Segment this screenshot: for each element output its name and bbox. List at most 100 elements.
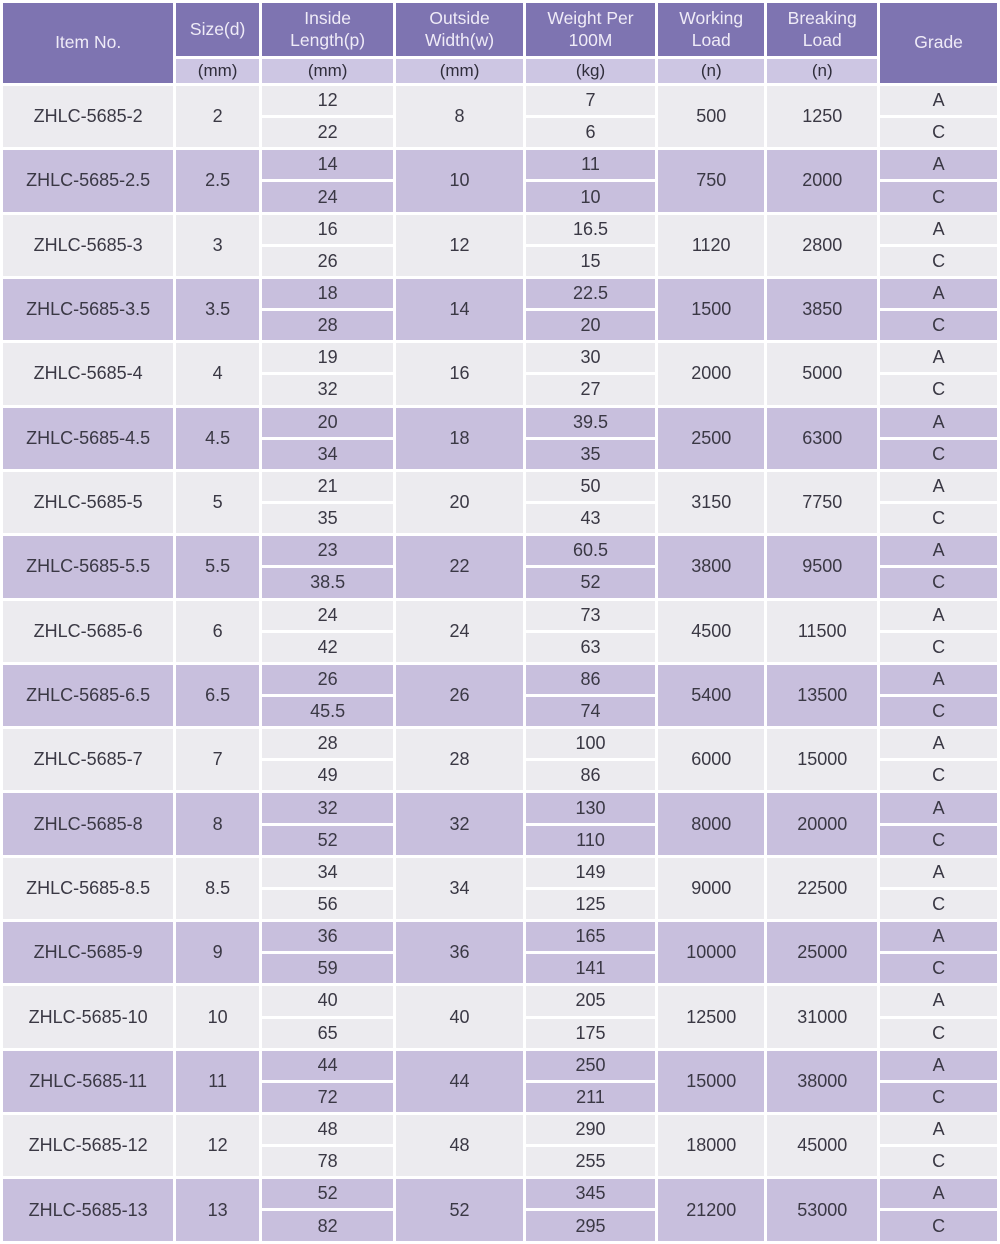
units-row: (mm) (mm) (mm) (kg) (n) (n) <box>3 59 997 83</box>
spec-row-bottom: 56 125 C <box>3 889 997 920</box>
grade-cell: A <box>880 471 997 502</box>
grade-cell: A <box>880 986 997 1016</box>
grade-cell: A <box>880 857 997 887</box>
unit-working-load: (n) <box>658 59 765 83</box>
size-cell: 5.5 <box>176 536 259 598</box>
spec-row-top: ZHLC-5685-8 8 32 32 130 8000 20000 A <box>3 793 997 855</box>
size-cell: 10 <box>176 986 259 1048</box>
inside-length-cell: 28 <box>261 311 394 341</box>
grade-cell: A <box>880 278 997 309</box>
grade-cell: A <box>880 150 997 180</box>
weight-cell: 86 <box>525 761 656 791</box>
size-cell: 2 <box>176 86 259 148</box>
spec-row-top: ZHLC-5685-4 4 19 16 30 2000 5000 A <box>3 343 997 405</box>
unit-breaking-load: (n) <box>767 59 878 83</box>
inside-length-cell: 32 <box>261 375 394 405</box>
grade-cell: A <box>880 536 997 566</box>
outside-width-cell: 52 <box>396 1179 523 1241</box>
breaking-load-cell: 2000 <box>767 150 878 212</box>
size-cell: 4.5 <box>176 407 259 469</box>
breaking-load-cell: 11500 <box>767 600 878 662</box>
outside-width-cell: 12 <box>396 214 523 276</box>
item-no-cell: ZHLC-5685-4.5 <box>3 407 174 469</box>
inside-length-cell: 21 <box>261 471 394 502</box>
outside-width-cell: 40 <box>396 986 523 1048</box>
inside-length-cell: 59 <box>261 954 394 984</box>
inside-length-cell: 24 <box>261 182 394 212</box>
grade-cell: A <box>880 343 997 373</box>
weight-cell: 52 <box>525 568 656 598</box>
weight-cell: 22.5 <box>525 278 656 309</box>
item-no-cell: ZHLC-5685-9 <box>3 922 174 984</box>
weight-cell: 43 <box>525 504 656 534</box>
inside-length-cell: 40 <box>261 986 394 1016</box>
spec-row-bottom: 35 43 C <box>3 504 997 534</box>
size-cell: 4 <box>176 343 259 405</box>
outside-width-cell: 20 <box>396 471 523 534</box>
size-cell: 6 <box>176 600 259 662</box>
item-no-cell: ZHLC-5685-11 <box>3 1050 174 1112</box>
grade-cell: A <box>880 214 997 244</box>
item-no-cell: ZHLC-5685-8.5 <box>3 857 174 920</box>
size-cell: 11 <box>176 1050 259 1112</box>
weight-cell: 205 <box>525 986 656 1016</box>
item-no-cell: ZHLC-5685-2.5 <box>3 150 174 212</box>
outside-width-cell: 22 <box>396 536 523 598</box>
inside-length-cell: 20 <box>261 407 394 437</box>
grade-cell: C <box>880 568 997 598</box>
spec-row-top: ZHLC-5685-7 7 28 28 100 6000 15000 A <box>3 729 997 791</box>
outside-width-cell: 34 <box>396 857 523 920</box>
inside-length-cell: 16 <box>261 214 394 244</box>
spec-row-top: ZHLC-5685-5 5 21 20 50 3150 7750 A <box>3 471 997 534</box>
item-no-cell: ZHLC-5685-4 <box>3 343 174 405</box>
spec-row-top: ZHLC-5685-2.5 2.5 14 10 11 750 2000 A <box>3 150 997 212</box>
spec-row-bottom: 65 175 C <box>3 1018 997 1048</box>
inside-length-cell: 32 <box>261 793 394 823</box>
outside-width-cell: 18 <box>396 407 523 469</box>
outside-width-cell: 8 <box>396 86 523 148</box>
header-outside-width: Outside Width(w) <box>396 3 523 56</box>
working-load-cell: 1500 <box>658 278 765 341</box>
weight-cell: 255 <box>525 1147 656 1177</box>
grade-cell: C <box>880 1211 997 1241</box>
size-cell: 2.5 <box>176 150 259 212</box>
item-no-cell: ZHLC-5685-7 <box>3 729 174 791</box>
item-no-cell: ZHLC-5685-3.5 <box>3 278 174 341</box>
outside-width-cell: 10 <box>396 150 523 212</box>
spec-row-bottom: 82 295 C <box>3 1211 997 1241</box>
inside-length-cell: 34 <box>261 439 394 469</box>
grade-cell: C <box>880 375 997 405</box>
grade-cell: C <box>880 439 997 469</box>
spec-row-bottom: 32 27 C <box>3 375 997 405</box>
grade-cell: C <box>880 504 997 534</box>
header-inside-length: Inside Length(p) <box>261 3 394 56</box>
inside-length-cell: 52 <box>261 825 394 855</box>
breaking-load-cell: 3850 <box>767 278 878 341</box>
inside-length-cell: 56 <box>261 889 394 920</box>
size-cell: 9 <box>176 922 259 984</box>
inside-length-cell: 26 <box>261 664 394 694</box>
working-load-cell: 18000 <box>658 1115 765 1177</box>
grade-cell: A <box>880 1179 997 1209</box>
weight-cell: 175 <box>525 1018 656 1048</box>
spec-row-bottom: 59 141 C <box>3 954 997 984</box>
inside-length-cell: 49 <box>261 761 394 791</box>
header-grade: Grade <box>880 3 997 83</box>
grade-cell: A <box>880 86 997 116</box>
working-load-cell: 2000 <box>658 343 765 405</box>
weight-cell: 27 <box>525 375 656 405</box>
working-load-cell: 12500 <box>658 986 765 1048</box>
grade-cell: C <box>880 696 997 727</box>
inside-length-cell: 38.5 <box>261 568 394 598</box>
inside-length-cell: 35 <box>261 504 394 534</box>
working-load-cell: 15000 <box>658 1050 765 1112</box>
item-no-cell: ZHLC-5685-10 <box>3 986 174 1048</box>
item-no-cell: ZHLC-5685-5.5 <box>3 536 174 598</box>
weight-cell: 250 <box>525 1050 656 1080</box>
item-no-cell: ZHLC-5685-5 <box>3 471 174 534</box>
outside-width-cell: 24 <box>396 600 523 662</box>
working-load-cell: 10000 <box>658 922 765 984</box>
inside-length-cell: 23 <box>261 536 394 566</box>
working-load-cell: 2500 <box>658 407 765 469</box>
weight-cell: 73 <box>525 600 656 630</box>
